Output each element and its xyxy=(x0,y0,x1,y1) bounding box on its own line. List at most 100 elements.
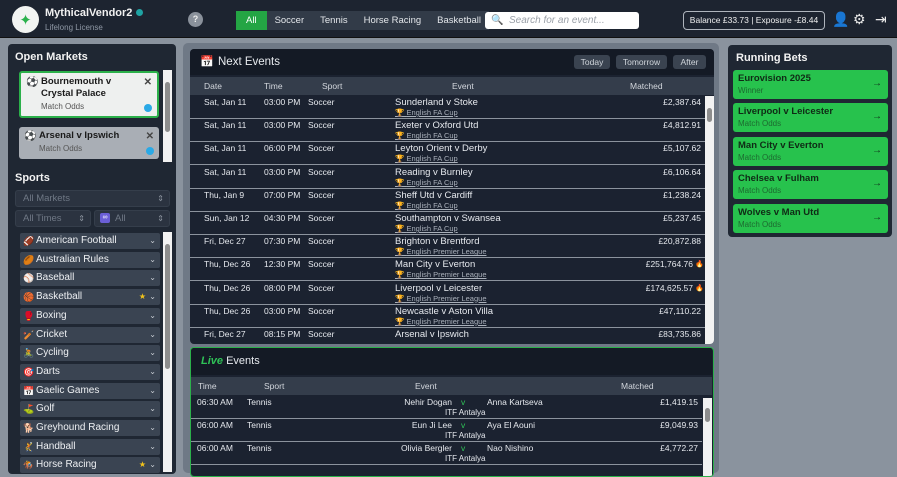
event-name[interactable]: Arsenal v Ipswich xyxy=(395,329,469,340)
event-name[interactable]: Reading v Burnley xyxy=(395,166,473,178)
sport-item[interactable]: 🏇 Horse Racing ★ ⌄ xyxy=(20,457,160,474)
home-player[interactable]: Olivia Bergler xyxy=(400,443,452,454)
competition-link[interactable]: 🏆 English FA Cup xyxy=(395,154,458,164)
star-icon[interactable]: ★ xyxy=(138,460,146,470)
type-select[interactable]: ∞ All ⇕ xyxy=(94,210,170,227)
chevron-down-icon[interactable]: ⌄ xyxy=(149,460,156,470)
sport-item[interactable]: 🏀 Basketball ★ ⌄ xyxy=(20,289,160,306)
running-bet-card[interactable]: Liverpool v Leicester Match Odds → xyxy=(733,103,888,133)
running-bet-card[interactable]: Chelsea v Fulham Match Odds → xyxy=(733,170,888,200)
sport-item[interactable]: 🎯 Darts ⌄ xyxy=(20,363,160,380)
search-input[interactable]: 🔍 Search for an event... xyxy=(485,12,639,29)
tab-tennis[interactable]: Tennis xyxy=(320,15,348,26)
user-icon[interactable]: 👤 xyxy=(832,11,850,27)
competition-link[interactable]: 🏆 English Premier League xyxy=(395,316,487,326)
arrow-right-icon[interactable]: → xyxy=(872,78,882,89)
sport-item[interactable]: 🏏 Cricket ⌄ xyxy=(20,326,160,343)
event-name[interactable]: Leyton Orient v Derby xyxy=(395,143,488,155)
event-name[interactable]: Newcastle v Aston Villa xyxy=(395,305,494,317)
sport-item[interactable]: 🐕 Greyhound Racing ⌄ xyxy=(20,420,160,436)
tab-all[interactable]: All xyxy=(236,11,267,30)
chevron-down-icon[interactable]: ⌄ xyxy=(149,329,156,339)
competition-link[interactable]: 🏆 English FA Cup xyxy=(395,224,458,233)
chevron-down-icon[interactable]: ⌄ xyxy=(149,292,156,302)
table-row[interactable]: Sat, Jan 11 03:00 PM Soccer Exeter v Oxf… xyxy=(190,119,705,143)
arrow-right-icon[interactable]: → xyxy=(872,111,882,123)
sport-item[interactable]: ⚾ Baseball ⌄ xyxy=(20,270,160,287)
sport-item[interactable]: 🏈 American Football ⌄ xyxy=(20,233,160,249)
table-row[interactable]: Fri, Dec 27 07:30 PM Soccer Brighton v B… xyxy=(190,235,705,259)
live-events-scrollbar[interactable] xyxy=(703,398,712,476)
chevron-down-icon[interactable]: ⌄ xyxy=(149,254,156,264)
sport-item[interactable]: 📅 Gaelic Games ⌄ xyxy=(20,382,160,399)
chevron-down-icon[interactable]: ⌄ xyxy=(149,404,156,414)
running-bet-card[interactable]: Man City v Everton Match Odds → xyxy=(733,136,888,166)
arrow-right-icon[interactable]: → xyxy=(872,178,882,190)
sport-item[interactable]: 🥊 Boxing ⌄ xyxy=(20,307,160,324)
table-row[interactable]: 06:00 AM Tennis Eun Ji Lee v Aya El Aoun… xyxy=(191,419,702,443)
open-market-card[interactable]: ⚽ Bournemouth v Crystal Palace Match Odd… xyxy=(19,71,159,118)
arrow-right-icon[interactable]: → xyxy=(872,144,882,156)
event-name[interactable]: Southampton v Swansea xyxy=(395,213,501,224)
event-name[interactable]: Sunderland v Stoke xyxy=(395,97,478,108)
table-row[interactable]: 06:30 AM Tennis Nehir Dogan v Anna Karts… xyxy=(191,396,702,419)
open-markets-scrollbar[interactable] xyxy=(163,70,172,162)
sport-item[interactable]: 🤾 Handball ⌄ xyxy=(20,438,160,455)
chevron-down-icon[interactable]: ⌄ xyxy=(149,310,156,320)
event-name[interactable]: Sheff Utd v Cardiff xyxy=(395,189,473,201)
table-row[interactable]: Thu, Dec 26 03:00 PM Soccer Newcastle v … xyxy=(190,305,705,328)
tab-horse-racing[interactable]: Horse Racing xyxy=(363,15,422,26)
competition-link[interactable]: 🏆 English FA Cup xyxy=(395,177,458,187)
open-market-card[interactable]: ⚽ Arsenal v Ipswich Match Odds ✕ xyxy=(19,127,159,159)
filter-after-button[interactable]: After xyxy=(673,55,706,69)
sports-scrollbar[interactable] xyxy=(163,232,172,472)
competition-link[interactable]: 🏆 English Premier League xyxy=(395,247,487,257)
home-player[interactable]: Eun Ji Lee xyxy=(411,420,452,431)
sport-item[interactable]: 🏉 Australian Rules ⌄ xyxy=(20,251,160,268)
arrow-right-icon[interactable]: → xyxy=(872,211,882,223)
chevron-down-icon[interactable]: ⌄ xyxy=(149,441,156,451)
home-player[interactable]: Nehir Dogan xyxy=(404,397,452,407)
times-select[interactable]: All Times ⇕ xyxy=(15,210,91,227)
tab-soccer[interactable]: Soccer xyxy=(274,15,305,26)
help-button[interactable]: ? xyxy=(188,12,203,27)
competition-link[interactable]: 🏆 English Premier League xyxy=(395,293,487,303)
filter-tomorrow-button[interactable]: Tomorrow xyxy=(616,55,667,69)
sport-item[interactable]: ⛳ Golf ⌄ xyxy=(20,401,160,418)
chevron-down-icon[interactable]: ⌄ xyxy=(149,423,156,432)
chevron-down-icon[interactable]: ⌄ xyxy=(149,366,156,376)
sport-item[interactable]: 🚴 Cycling ⌄ xyxy=(20,345,160,362)
chevron-down-icon[interactable]: ⌄ xyxy=(149,385,156,395)
logout-icon[interactable]: ⇥ xyxy=(875,11,887,27)
star-icon[interactable]: ★ xyxy=(138,292,146,302)
chevron-down-icon[interactable]: ⌄ xyxy=(149,273,156,283)
competition-link[interactable]: 🏆 English Premier League xyxy=(395,270,487,280)
event-name[interactable]: Man City v Everton xyxy=(395,259,476,271)
table-row[interactable]: Thu, Dec 26 08:00 PM Soccer Liverpool v … xyxy=(190,282,705,305)
running-bet-card[interactable]: Wolves v Man Utd Match Odds → xyxy=(733,203,888,233)
competition-link[interactable]: 🏆 English FA Cup xyxy=(395,131,458,141)
event-name[interactable]: Liverpool v Leicester xyxy=(395,282,483,294)
table-row[interactable]: Fri, Dec 27 08:15 PM Soccer Arsenal v Ip… xyxy=(190,328,705,344)
table-row[interactable]: Sat, Jan 11 06:00 PM Soccer Leyton Orien… xyxy=(190,142,705,166)
table-row[interactable]: Thu, Dec 26 12:30 PM Soccer Man City v E… xyxy=(190,258,705,282)
running-bet-card[interactable]: Eurovision 2025 Winner → xyxy=(733,70,888,99)
tab-basketball[interactable]: Basketball xyxy=(437,15,482,26)
event-name[interactable]: Exeter v Oxford Utd xyxy=(395,120,479,132)
close-icon[interactable]: ✕ xyxy=(143,77,152,88)
chevron-down-icon[interactable]: ⌄ xyxy=(149,348,156,358)
away-player[interactable]: Nao Nishino xyxy=(487,443,534,454)
away-player[interactable]: Aya El Aouni xyxy=(487,420,536,431)
table-row[interactable]: 06:00 AM Tennis Olivia Bergler v Nao Nis… xyxy=(191,442,702,466)
filter-today-button[interactable]: Today xyxy=(574,55,610,69)
table-row[interactable]: Sat, Jan 11 03:00 PM Soccer Sunderland v… xyxy=(190,96,705,119)
table-row[interactable]: Thu, Jan 9 07:00 PM Soccer Sheff Utd v C… xyxy=(190,189,705,212)
gear-icon[interactable]: ⚙ xyxy=(853,11,866,27)
markets-select[interactable]: All Markets ⇕ xyxy=(15,190,170,207)
competition-link[interactable]: 🏆 English FA Cup xyxy=(395,200,458,210)
event-name[interactable]: Brighton v Brentford xyxy=(395,236,480,248)
table-row[interactable]: Sun, Jan 12 04:30 PM Soccer Southampton … xyxy=(190,212,705,235)
close-icon[interactable]: ✕ xyxy=(145,131,154,142)
competition-link[interactable]: 🏆 English FA Cup xyxy=(395,108,458,117)
table-row[interactable]: Sat, Jan 11 03:00 PM Soccer Reading v Bu… xyxy=(190,166,705,189)
